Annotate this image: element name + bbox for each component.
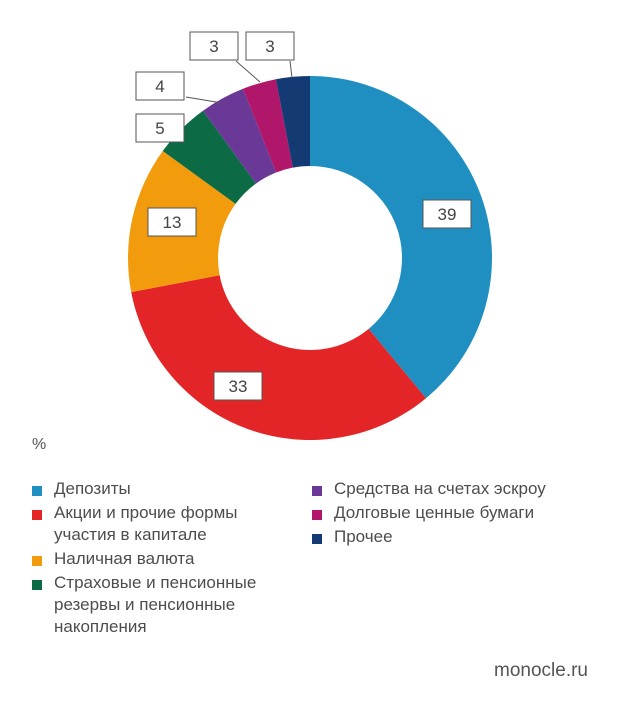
legend-label: Средства на счетах эскроу — [334, 479, 546, 498]
legend-item-2: Наличная валюта — [32, 548, 302, 570]
legend-label: Депозиты — [54, 479, 131, 498]
legend-swatch — [312, 486, 322, 496]
legend-swatch — [312, 534, 322, 544]
svg-text:33: 33 — [229, 377, 248, 396]
legend-item-5: Долговые ценные бумаги — [312, 502, 602, 524]
legend-item-6: Прочее — [312, 526, 602, 548]
slices-layer — [128, 76, 492, 440]
data-label-1: 33 — [213, 371, 263, 401]
legend-swatch — [32, 486, 42, 496]
legend-item-3: Страховые и пенсионные резервы и пенсион… — [32, 572, 302, 638]
data-label-4: 4 — [135, 71, 185, 101]
slice-1 — [131, 275, 427, 440]
legend-label: Прочее — [334, 527, 393, 546]
legend-item-1: Акции и прочие формы участия в капитале — [32, 502, 302, 546]
slice-5 — [243, 79, 293, 173]
svg-text:13: 13 — [163, 213, 182, 232]
data-label-2: 13 — [147, 207, 197, 237]
svg-text:5: 5 — [155, 119, 164, 138]
svg-text:3: 3 — [265, 37, 274, 56]
legend-item-4: Средства на счетах эскроу — [312, 478, 602, 500]
unit-label: % — [32, 436, 47, 453]
svg-text:4: 4 — [155, 77, 164, 96]
legend-swatch — [312, 510, 322, 520]
legend-label: Наличная валюта — [54, 549, 195, 568]
leader-line-5 — [235, 60, 261, 83]
legend-right-column: Средства на счетах эскроу Долговые ценные… — [312, 478, 602, 550]
data-label-0: 39 — [422, 199, 472, 229]
data-label-5: 3 — [189, 31, 239, 61]
legend-label: Долговые ценные бумаги — [334, 503, 535, 522]
leader-line-4 — [185, 96, 223, 104]
legend-item-0: Депозиты — [32, 478, 302, 500]
slice-3 — [162, 110, 256, 204]
slice-4 — [203, 88, 277, 184]
slice-0 — [310, 76, 492, 399]
legend-left-column: Депозиты Акции и прочие формы участия в к… — [32, 478, 302, 640]
svg-text:39: 39 — [438, 205, 457, 224]
data-label-3: 5 — [135, 113, 185, 143]
data-label-6: 3 — [245, 31, 295, 61]
legend-swatch — [32, 510, 42, 520]
legend-label: Страховые и пенсионные резервы и пенсион… — [54, 573, 257, 636]
legend-swatch — [32, 580, 42, 590]
legend-label: Акции и прочие формы участия в капитале — [54, 503, 238, 544]
svg-text:3: 3 — [209, 37, 218, 56]
legend-swatch — [32, 556, 42, 566]
source-label: monocle.ru — [494, 660, 588, 681]
slice-6 — [275, 76, 310, 168]
leader-line-6 — [289, 60, 293, 79]
